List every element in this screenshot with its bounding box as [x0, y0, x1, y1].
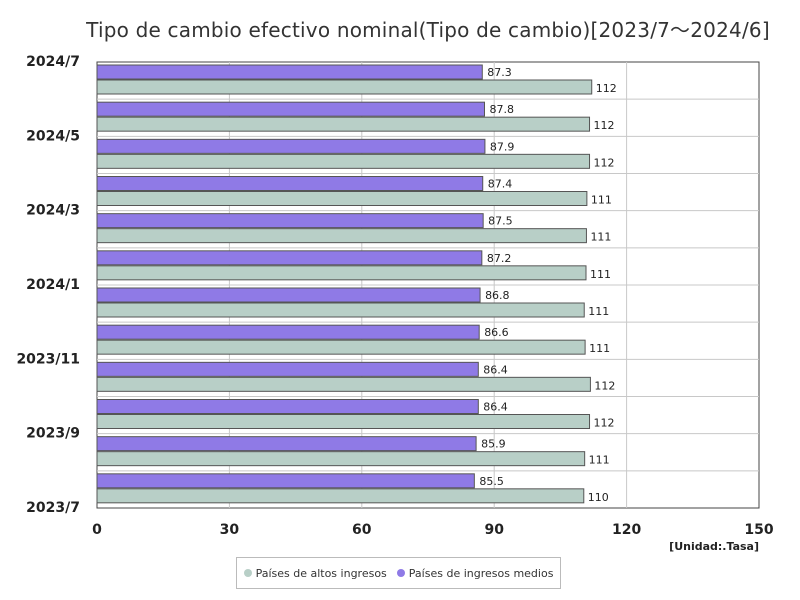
unit-label: [Unidad:.Tasa] — [669, 540, 759, 553]
value-label-middle-income: 85.9 — [481, 438, 506, 451]
value-label-middle-income: 86.4 — [483, 363, 508, 376]
bars-layer — [96, 64, 593, 504]
value-label-high-income: 111 — [588, 305, 609, 318]
legend-dot-icon — [243, 569, 252, 577]
value-labels-layer: 85.5 110 85.9 111 86.4 112 86.4 112 86.6 111 86.8 1… — [479, 66, 616, 504]
value-label-high-income: 111 — [590, 231, 611, 244]
x-tick-label: 120 — [612, 522, 641, 538]
legend-item-high-income[interactable]: Países de altos ingresos — [243, 566, 387, 580]
y-tick-label: 2024/7 — [26, 54, 80, 70]
value-label-middle-income: 87.2 — [487, 252, 512, 265]
bar-middle-income — [96, 436, 477, 452]
value-label-middle-income: 87.8 — [489, 103, 514, 116]
value-label-middle-income: 87.4 — [488, 178, 513, 191]
x-tick-label: 60 — [352, 522, 372, 538]
value-label-middle-income: 86.4 — [483, 401, 508, 414]
bar-middle-income — [96, 361, 479, 377]
bar-middle-income — [96, 176, 484, 191]
bar-high-income — [96, 191, 588, 206]
y-tick-label: 2024/5 — [26, 128, 80, 144]
value-label-high-income: 112 — [594, 119, 615, 132]
value-label-middle-income: 87.3 — [487, 66, 512, 79]
bar-high-income — [96, 153, 591, 169]
value-label-high-income: 110 — [588, 491, 609, 504]
bar-middle-income — [96, 399, 479, 414]
bar-middle-income — [96, 213, 484, 229]
y-tick-label: 2024/1 — [26, 277, 80, 293]
legend-dot-icon — [396, 569, 405, 577]
value-label-high-income: 112 — [594, 156, 615, 169]
bar-high-income — [96, 414, 591, 429]
value-label-high-income: 111 — [591, 194, 612, 207]
value-label-middle-income: 86.8 — [485, 289, 510, 302]
chart-title: Tipo de cambio efectivo nominal(Tipo de … — [86, 18, 770, 42]
value-label-high-income: 112 — [594, 379, 615, 392]
bar-middle-income — [96, 250, 483, 266]
bar-middle-income — [96, 138, 486, 154]
grid-layer — [96, 61, 760, 509]
y-tick-label: 2023/7 — [26, 500, 80, 516]
bar-high-income — [96, 376, 591, 392]
bar-high-income — [96, 116, 591, 132]
legend-label: Países de altos ingresos — [255, 566, 387, 580]
x-tick-label: 90 — [484, 522, 504, 538]
value-label-high-income: 111 — [589, 454, 610, 467]
value-label-middle-income: 85.5 — [479, 475, 504, 488]
bar-middle-income — [96, 64, 483, 80]
y-tick-label: 2023/9 — [26, 426, 80, 442]
value-label-high-income: 112 — [596, 82, 617, 95]
bar-high-income — [96, 228, 587, 244]
bar-middle-income — [96, 473, 475, 489]
value-label-middle-income: 86.6 — [484, 326, 509, 339]
x-tick-label: 150 — [744, 522, 773, 538]
axis-layer: 0 30 60 90 120 150 2024/7 2024/5 2024/3 2024/1 202… — [16, 54, 773, 538]
legend-label: Países de ingresos medios — [408, 566, 554, 580]
y-tick-label: 2024/3 — [26, 203, 80, 219]
bar-high-income — [96, 451, 586, 467]
bar-chart: 85.5 110 85.9 111 86.4 112 86.4 112 86.6 111 86.8 1… — [16, 54, 773, 538]
x-tick-label: 30 — [220, 522, 240, 538]
legend-item-middle-income[interactable]: Países de ingresos medios — [396, 566, 554, 580]
value-label-high-income: 112 — [594, 417, 615, 430]
bar-high-income — [96, 339, 586, 355]
bar-high-income — [96, 488, 585, 504]
bar-middle-income — [96, 101, 485, 117]
bar-middle-income — [96, 287, 481, 303]
x-tick-label: 0 — [92, 522, 102, 538]
bar-middle-income — [96, 324, 480, 340]
bar-high-income — [96, 265, 587, 281]
bar-high-income — [96, 79, 593, 95]
value-label-high-income: 111 — [590, 268, 611, 281]
value-label-middle-income: 87.5 — [488, 215, 512, 228]
y-tick-label: 2023/11 — [16, 351, 80, 367]
value-label-high-income: 111 — [589, 342, 610, 355]
bar-high-income — [96, 302, 585, 318]
legend: Países de altos ingresos Países de ingre… — [236, 557, 561, 589]
value-label-middle-income: 87.9 — [490, 140, 515, 153]
